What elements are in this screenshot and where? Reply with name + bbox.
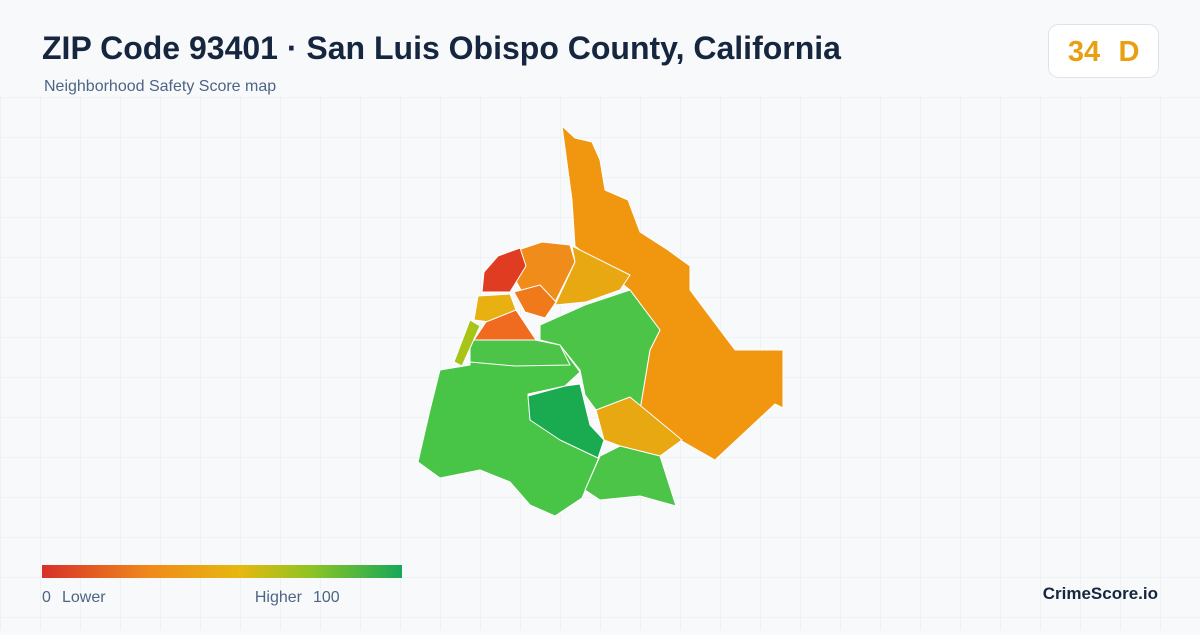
region	[473, 309, 537, 341]
legend-min: 0	[42, 589, 51, 606]
region	[469, 339, 571, 367]
legend: 0 Lower Higher 100	[42, 565, 402, 606]
region	[584, 445, 677, 507]
legend-max: 100	[313, 589, 340, 606]
region	[481, 247, 527, 293]
brand: CrimeScore.io	[1043, 584, 1158, 603]
legend-max-label: Higher	[255, 589, 303, 606]
legend-gradient	[42, 565, 402, 578]
badge-box	[1048, 24, 1159, 78]
neighborhoods	[417, 125, 784, 517]
subtitle: Neighborhood Safety Score map	[44, 78, 276, 95]
region	[513, 284, 557, 319]
legend-min-label: Lower	[62, 589, 106, 606]
badge-grade: D	[1119, 36, 1140, 68]
region	[554, 245, 631, 306]
badge-score: 34	[1068, 36, 1100, 68]
title: ZIP Code 93401 · San Luis Obispo County,…	[42, 30, 841, 66]
region	[453, 319, 481, 367]
score-badge: 34 D	[1048, 24, 1159, 78]
region	[417, 339, 601, 517]
